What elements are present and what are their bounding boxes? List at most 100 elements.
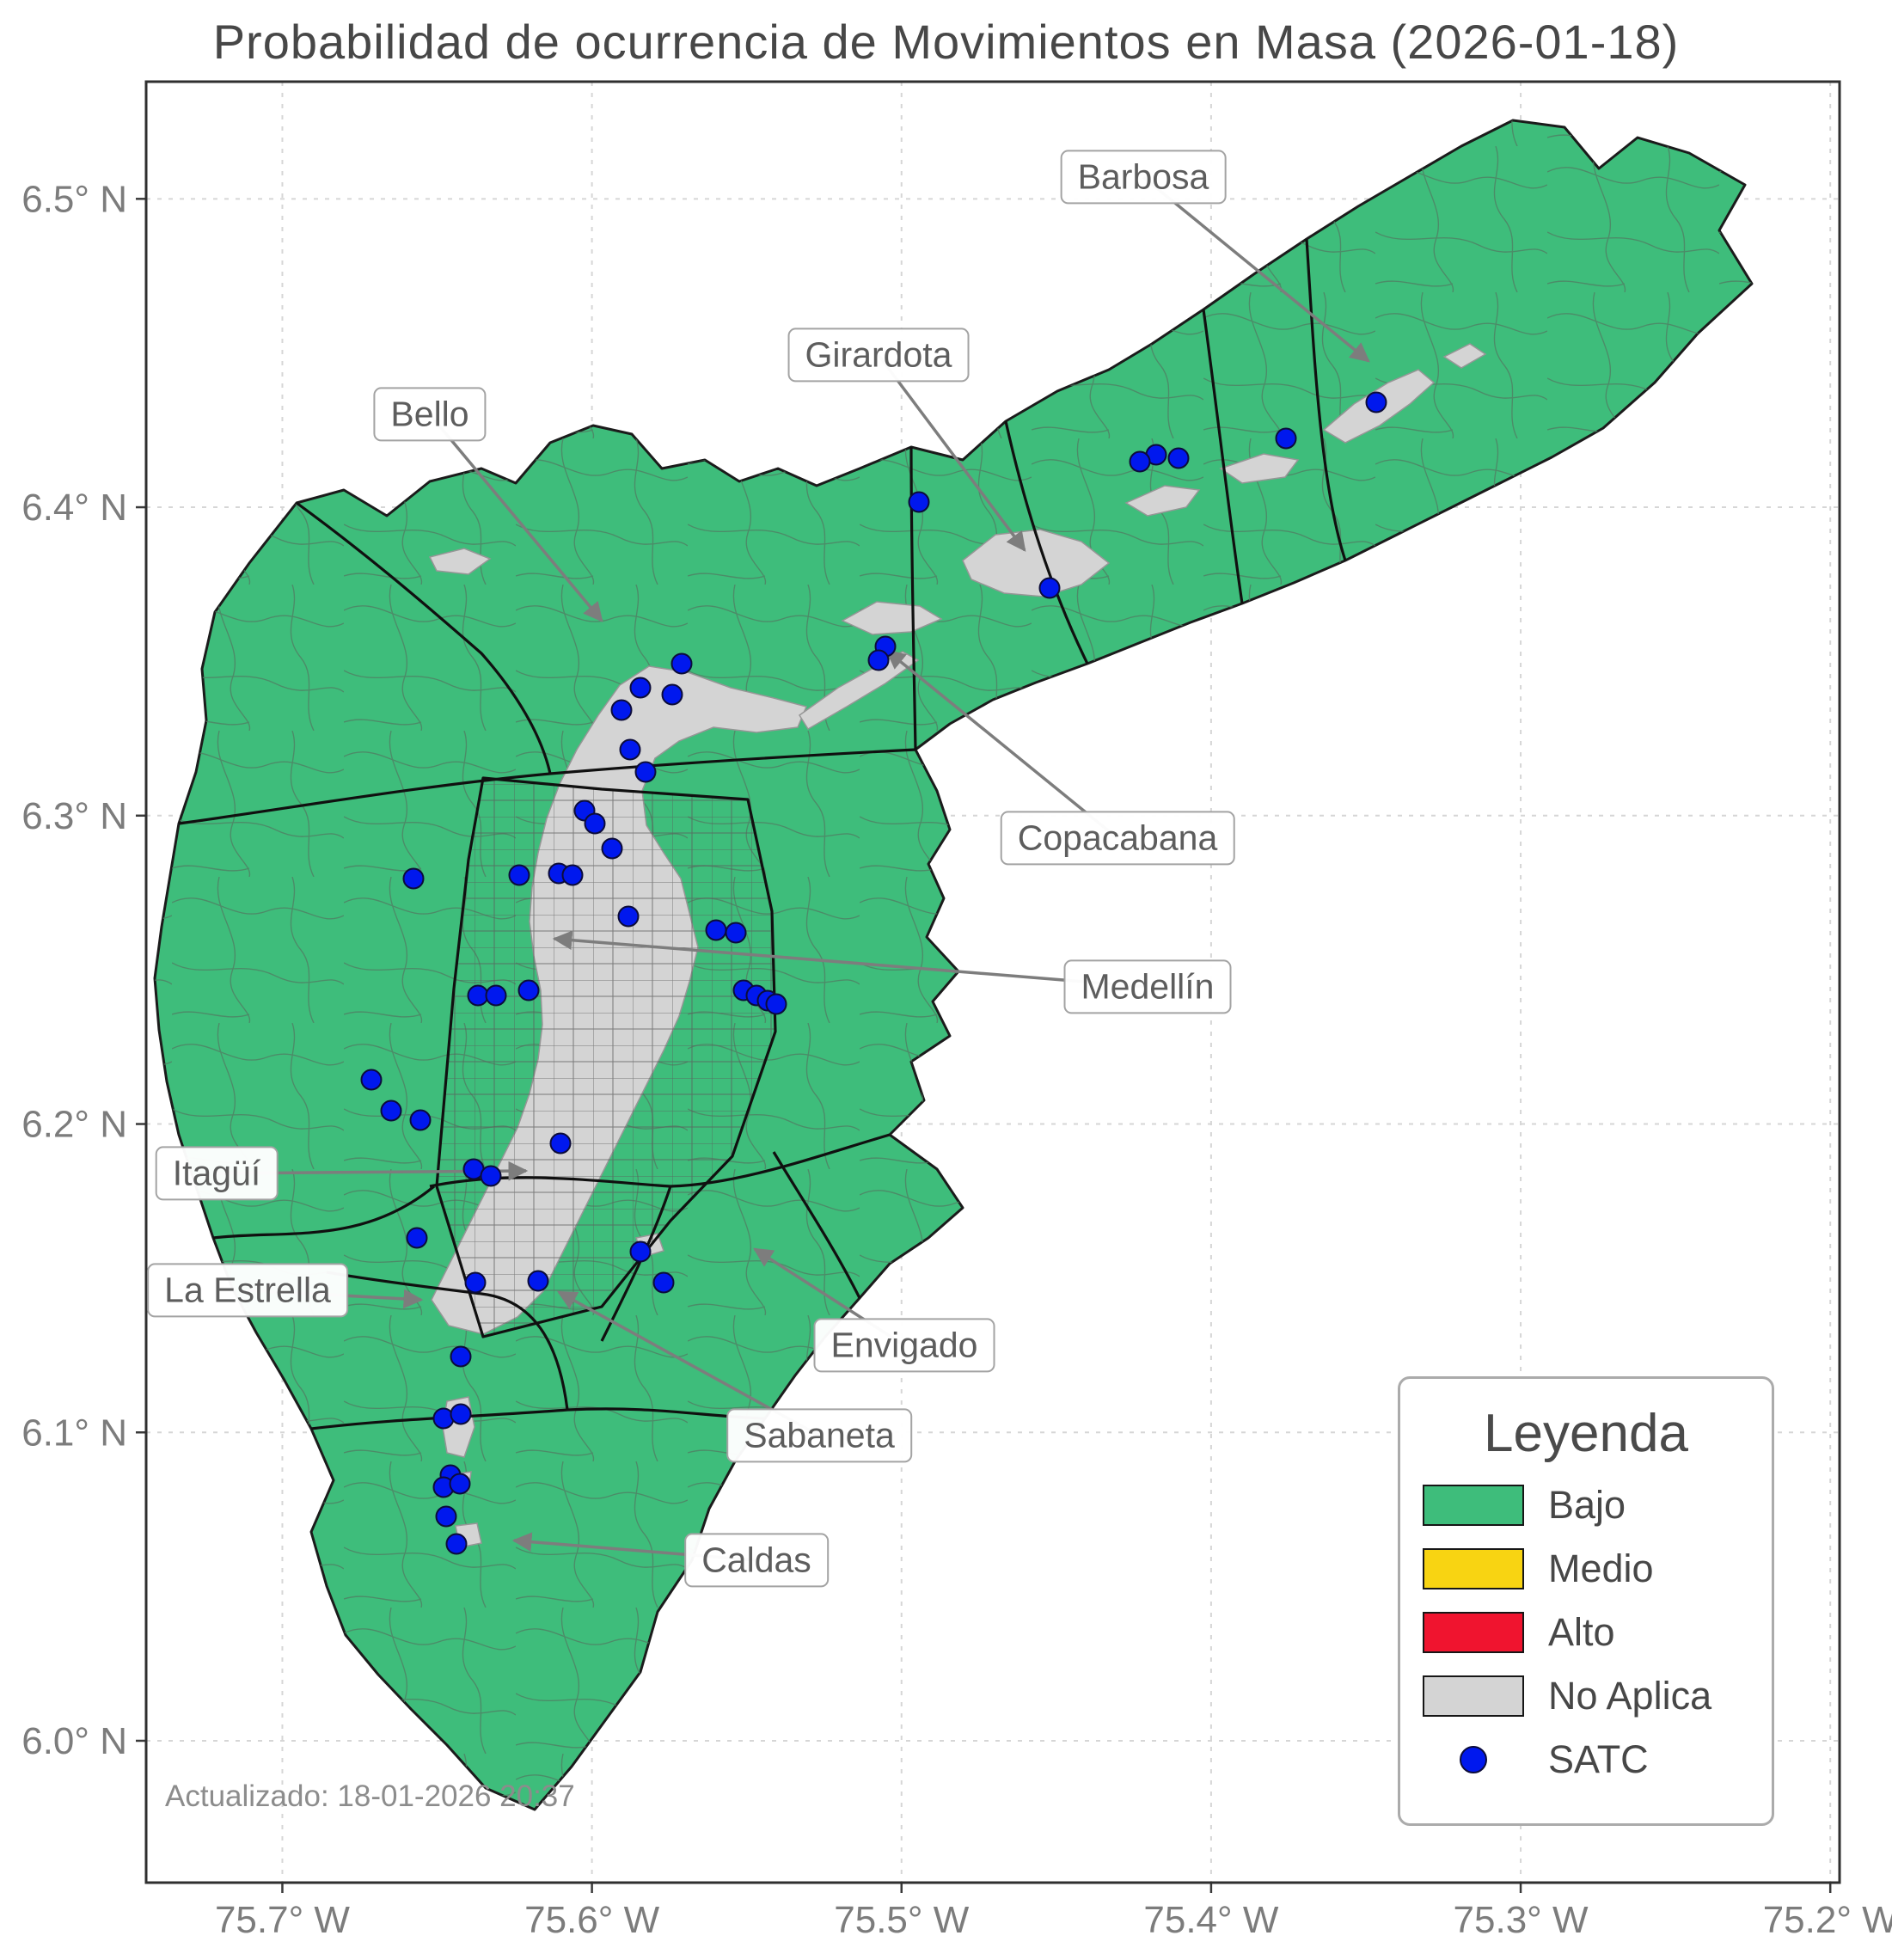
satc-station-dot [380, 1099, 402, 1122]
municipal-boundary-itagui-la-estrella [326, 1271, 569, 1411]
municipal-boundary-bello-west [296, 501, 552, 775]
vereda-boundaries-texture [155, 120, 1752, 1810]
satc-station-dot [561, 864, 584, 886]
satc-station-dot [610, 699, 633, 721]
y-tick-label: 6.4° N [21, 487, 127, 529]
satc-station-dot [485, 984, 507, 1007]
satc-station-dot [661, 683, 683, 706]
x-tick-label: 75.7° W [215, 1899, 350, 1941]
legend-item-alto: Alto [1423, 1610, 1749, 1655]
legend-color-swatch [1423, 1548, 1524, 1589]
legend-title: Leyenda [1484, 1404, 1688, 1463]
municipal-boundary-envigado-east [772, 1151, 861, 1299]
x-tick-label: 75.3° W [1454, 1899, 1589, 1941]
figure-title: Probabilidad de ocurrencia de Movimiento… [212, 15, 1680, 69]
urban-area-corridor-3 [1219, 453, 1300, 484]
satc-station-dot [445, 1533, 468, 1555]
municipal-boundary-copacabana-girardota [1004, 420, 1089, 665]
satc-station-dot [629, 1240, 652, 1263]
satc-station-dot [652, 1271, 675, 1294]
x-tick-label: 75.2° W [1763, 1899, 1892, 1941]
legend-items: Bajo Medio Alto No Aplica SATC [1423, 1483, 1749, 1782]
axis-ticks: 75.7° W 75.6° W 75.5° W 75.4° W 75.3° W 75.2°… [21, 178, 1892, 1941]
y-tick-label: 6.5° N [21, 178, 127, 220]
plot-border [144, 80, 1841, 1884]
urban-area-barbosa-east [1442, 343, 1487, 369]
annotation-arrow-copacabana [885, 649, 1119, 840]
satc-station-dot [1038, 577, 1061, 599]
satc-station-dot [449, 1473, 471, 1495]
legend: Leyenda Bajo Medio Alto No Aplica SATC [1398, 1376, 1774, 1826]
satc-points [360, 391, 1387, 1555]
satc-station-dot [908, 491, 930, 513]
municipal-boundary-la-estrella-west [212, 1185, 436, 1240]
satc-station-dot [584, 812, 606, 835]
satc-station-dot [1129, 450, 1151, 473]
satc-station-dot [1365, 391, 1387, 413]
annotation-arrow-medellin [552, 930, 1148, 989]
legend-item-bajo: Bajo [1423, 1483, 1749, 1528]
satc-station-dot [634, 761, 657, 783]
satc-station-dot [435, 1505, 457, 1528]
updated-timestamp: Actualizado: 18-01-2026 20:37 [165, 1779, 575, 1813]
satc-station-dot [619, 738, 641, 761]
municipal-boundaries [178, 238, 1347, 1430]
annotation-arrow-girardota [877, 353, 1026, 552]
x-tick-label: 75.4° W [1143, 1899, 1278, 1941]
legend-item-label: Bajo [1548, 1483, 1626, 1527]
satc-station-dot [629, 677, 652, 699]
municipal-boundary-medellin-city [435, 776, 777, 1338]
legend-item-label: SATC [1548, 1737, 1649, 1781]
satc-station-dot [402, 867, 425, 890]
annotation-arrow-barbosa [1142, 175, 1370, 363]
satc-station-dot [467, 984, 489, 1007]
satc-station-dot [705, 919, 727, 941]
satc-station-dot [617, 905, 640, 928]
legend-item-label: Alto [1548, 1610, 1615, 1654]
urban-area-corridor-1 [841, 601, 943, 635]
legend-item-label: Medio [1548, 1547, 1654, 1590]
satc-station-dot [549, 1132, 572, 1155]
satc-station-dot [450, 1403, 472, 1425]
satc-station-dot [480, 1165, 502, 1187]
satc-station-dot [725, 922, 747, 944]
y-tick-label: 6.3° N [21, 795, 127, 837]
legend-item-satc: SATC [1423, 1737, 1749, 1782]
satc-station-dot [508, 864, 530, 886]
satc-station-dot [670, 652, 693, 675]
satc-dot-icon [1460, 1746, 1487, 1773]
annotation-arrow-bello [428, 413, 603, 622]
y-tick-label: 6.0° N [21, 1720, 127, 1762]
legend-item-medio: Medio [1423, 1547, 1749, 1591]
satc-station-dot [360, 1069, 383, 1091]
satc-station-dot [450, 1345, 472, 1368]
satc-station-dot [517, 979, 540, 1001]
municipal-boundary-girardota-barbosa [1202, 309, 1244, 604]
urban-area-corridor-2 [1124, 485, 1201, 517]
municipal-boundary-bello-copacabana [909, 446, 917, 750]
satc-station-dot [464, 1271, 487, 1294]
urban-area-northwest [428, 548, 492, 575]
legend-item-no-aplica: No Aplica [1423, 1674, 1749, 1718]
x-tick-label: 75.5° W [834, 1899, 969, 1941]
satc-station-dot [867, 649, 890, 671]
satc-station-dot [601, 837, 623, 860]
legend-dot-marker [1423, 1739, 1524, 1780]
municipal-boundary-medellin-north [178, 748, 916, 825]
legend-item-label: No Aplica [1548, 1674, 1712, 1718]
satc-station-dot [527, 1270, 549, 1292]
satc-station-dot [1275, 427, 1297, 450]
urban-area-river-north [798, 651, 920, 731]
legend-color-swatch [1423, 1612, 1524, 1653]
satc-station-dot [1167, 447, 1190, 469]
y-tick-label: 6.1° N [21, 1412, 127, 1454]
satc-station-dot [765, 993, 787, 1015]
satc-station-dot [406, 1227, 428, 1249]
municipal-boundary-caldas-north [310, 1407, 766, 1430]
y-tick-label: 6.2° N [21, 1104, 127, 1146]
x-tick-label: 75.6° W [524, 1899, 659, 1941]
legend-color-swatch [1423, 1675, 1524, 1717]
municipal-boundary-barbosa-west [1305, 238, 1347, 561]
